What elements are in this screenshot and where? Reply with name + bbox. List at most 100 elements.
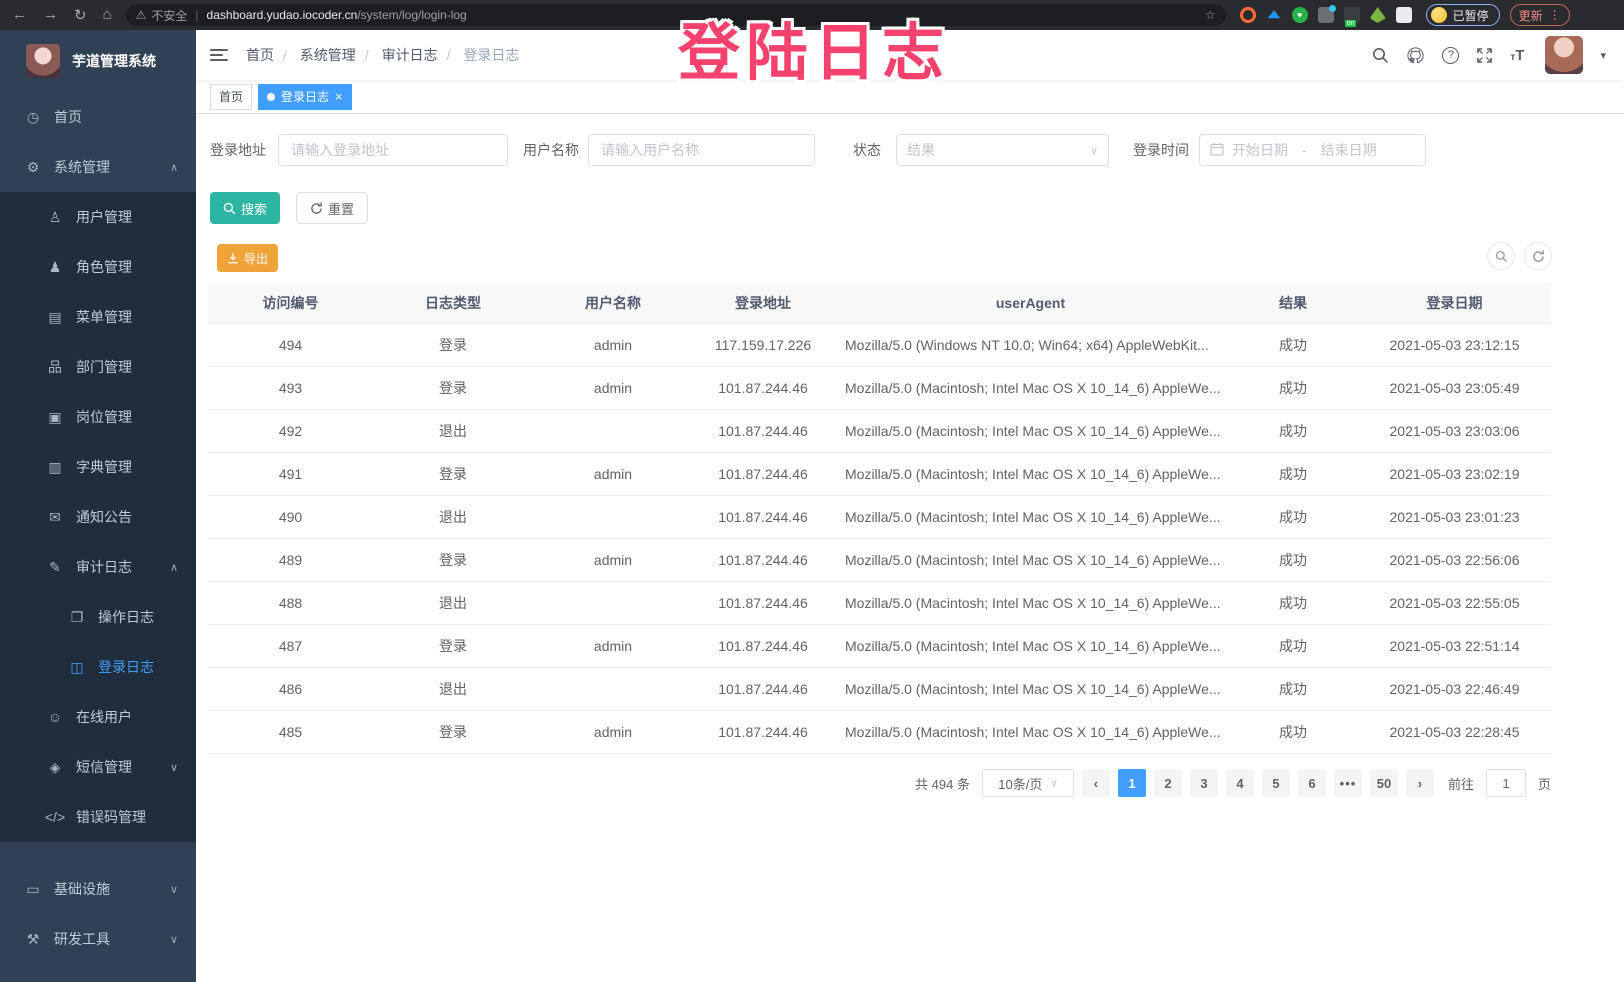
page-size-select[interactable]: 10条/页 ∨: [981, 769, 1074, 797]
app-logo-row[interactable]: 芋道管理系统: [0, 30, 196, 92]
user-icon: ♙: [48, 208, 62, 225]
sidebar-item-users[interactable]: ♙ 用户管理: [0, 192, 196, 242]
column-header: 用户名称: [533, 283, 693, 324]
sidebar-item-op-log[interactable]: ❐ 操作日志: [0, 592, 196, 642]
extension-orange-icon[interactable]: [1239, 7, 1256, 23]
sidebar-collapse-icon[interactable]: [210, 46, 228, 64]
extension-green-heart-icon[interactable]: ♥: [1291, 7, 1308, 23]
pager-page-6[interactable]: 6: [1297, 769, 1326, 797]
table-cell: 493: [208, 366, 373, 410]
login-address-input[interactable]: [278, 134, 508, 166]
breadcrumb-item[interactable]: 系统管理: [299, 47, 356, 63]
pager-page-3[interactable]: 3: [1189, 769, 1218, 797]
address-separator: |: [195, 8, 199, 22]
sidebar-item-menus[interactable]: ▤ 菜单管理: [0, 292, 196, 342]
table-cell: 登录: [373, 323, 533, 367]
table-cell: Mozilla/5.0 (Macintosh; Intel Mac OS X 1…: [833, 409, 1228, 453]
search-icon[interactable]: [1372, 47, 1389, 64]
sidebar-item-notice[interactable]: ✉ 通知公告: [0, 492, 196, 542]
sidebar-item-label: 部门管理: [76, 359, 132, 375]
chevron-down-icon[interactable]: ▾: [1600, 49, 1606, 62]
browser-home-icon[interactable]: ⌂: [102, 6, 112, 23]
sidebar-item-devtools[interactable]: ⚒ 研发工具 ∨: [0, 914, 196, 964]
table-cell: 成功: [1228, 581, 1358, 625]
extension-green-leaf-icon[interactable]: [1369, 7, 1386, 23]
export-button[interactable]: 导出: [217, 244, 279, 272]
search-button[interactable]: 搜索: [210, 192, 281, 224]
sidebar-item-home[interactable]: ◷ 首页: [0, 92, 196, 142]
pager-prev-button[interactable]: ‹: [1081, 769, 1110, 797]
help-icon[interactable]: ?: [1442, 46, 1460, 64]
status-select[interactable]: 结果 ∨: [896, 134, 1109, 166]
table-cell: 2021-05-03 23:02:19: [1358, 452, 1551, 496]
sidebar-item-errcode[interactable]: </> 错误码管理: [0, 792, 196, 842]
table-row: 491 登录 admin 101.87.244.46 Mozilla/5.0 (Maci…: [208, 452, 1551, 496]
profile-paused-badge[interactable]: 已暂停: [1425, 4, 1500, 26]
table-cell: 2021-05-03 22:51:14: [1358, 624, 1551, 668]
github-icon[interactable]: [1406, 46, 1425, 65]
reset-button[interactable]: 重置: [296, 192, 369, 224]
browser-menu-icon[interactable]: ⋮: [1548, 8, 1561, 22]
chevron-down-icon: ∨: [1050, 777, 1058, 789]
pager-page-1[interactable]: 1: [1117, 769, 1146, 797]
username-input[interactable]: [588, 134, 815, 166]
chevron-down-icon: ∨: [1089, 144, 1098, 157]
pager-page-5[interactable]: 5: [1261, 769, 1290, 797]
sidebar-item-roles[interactable]: ♟ 角色管理: [0, 242, 196, 292]
browser-reload-icon[interactable]: ↻: [74, 7, 87, 24]
login-time-range-picker[interactable]: 开始日期 - 结束日期: [1199, 134, 1426, 166]
sidebar-item-label: 用户管理: [76, 209, 132, 225]
pager-page-2[interactable]: 2: [1153, 769, 1182, 797]
pager-page-50[interactable]: 50: [1369, 769, 1398, 797]
extensions-puzzle-icon[interactable]: [1395, 7, 1412, 23]
sidebar-item-depts[interactable]: 品部门管理: [0, 342, 196, 392]
breadcrumb-item[interactable]: 首页: [246, 47, 274, 63]
sidebar-item-infra[interactable]: ▭ 基础设施 ∨: [0, 864, 196, 914]
breadcrumb: 首页 / 系统管理 / 审计日志 / 登录日志: [246, 45, 519, 65]
sidebar-item-login-log[interactable]: ◫ 登录日志: [0, 642, 196, 692]
infrastructure-icon: ▭: [26, 880, 40, 897]
table-cell: 101.87.244.46: [693, 495, 833, 539]
role-icon: ♟: [48, 258, 62, 275]
toggle-search-button[interactable]: [1487, 242, 1515, 270]
browser-update-button[interactable]: 更新 ⋮: [1509, 4, 1570, 26]
sidebar-item-label: 错误码管理: [76, 809, 146, 825]
font-size-icon[interactable]: тT: [1510, 46, 1525, 64]
table-cell: 成功: [1228, 409, 1358, 453]
sidebar-item-system[interactable]: ⚙ 系统管理 ∧: [0, 142, 196, 192]
extension-grid-icon[interactable]: [1317, 5, 1336, 23]
sidebar-item-audit[interactable]: ✎ 审计日志 ∧: [0, 542, 196, 592]
sidebar-item-posts[interactable]: ▣ 岗位管理: [0, 392, 196, 442]
page-size-value: 10条/页: [998, 776, 1043, 792]
extension-list-on-icon[interactable]: [1343, 7, 1360, 27]
address-bar[interactable]: ⚠ 不安全 | dashboard.yudao.iocoder.cn /syst…: [125, 4, 1226, 26]
table-cell: Mozilla/5.0 (Macintosh; Intel Mac OS X 1…: [833, 366, 1228, 410]
paused-label: 已暂停: [1452, 8, 1489, 23]
tags-view-bar: 首页 登录日志 ×: [196, 80, 1624, 114]
pager-next-button[interactable]: ›: [1405, 769, 1434, 797]
sidebar-item-online[interactable]: ☺ 在线用户: [0, 692, 196, 742]
browser-back-icon[interactable]: ←: [12, 6, 27, 23]
breadcrumb-item[interactable]: 审计日志: [381, 47, 438, 63]
pager-ellipsis[interactable]: •••: [1333, 769, 1362, 797]
column-header: 访问编号: [208, 283, 373, 324]
fullscreen-icon[interactable]: [1476, 47, 1493, 64]
chevron-up-icon: ∧: [169, 561, 178, 574]
breadcrumb-separator: /: [446, 47, 451, 63]
extension-blue-gem-icon[interactable]: [1267, 4, 1281, 19]
tab-login-log[interactable]: 登录日志 ×: [258, 83, 352, 110]
table-header-row: 访问编号 日志类型 用户名称 登录地址 userAgent 结果 登录日期: [208, 283, 1551, 324]
sidebar-item-dict[interactable]: ▥ 字典管理: [0, 442, 196, 492]
table-cell: 489: [208, 538, 373, 582]
refresh-button[interactable]: [1524, 242, 1552, 270]
update-label: 更新: [1518, 8, 1543, 23]
goto-page-input[interactable]: [1485, 769, 1526, 797]
close-icon[interactable]: ×: [335, 89, 343, 104]
pager-page-4[interactable]: 4: [1225, 769, 1254, 797]
user-avatar[interactable]: [1545, 36, 1584, 74]
sidebar-item-sms[interactable]: ◈ 短信管理 ∨: [0, 742, 196, 792]
reset-button-label: 重置: [328, 201, 355, 217]
tab-home[interactable]: 首页: [210, 83, 253, 110]
bookmark-star-icon[interactable]: ☆: [1204, 8, 1216, 22]
browser-forward-icon[interactable]: →: [43, 6, 58, 23]
